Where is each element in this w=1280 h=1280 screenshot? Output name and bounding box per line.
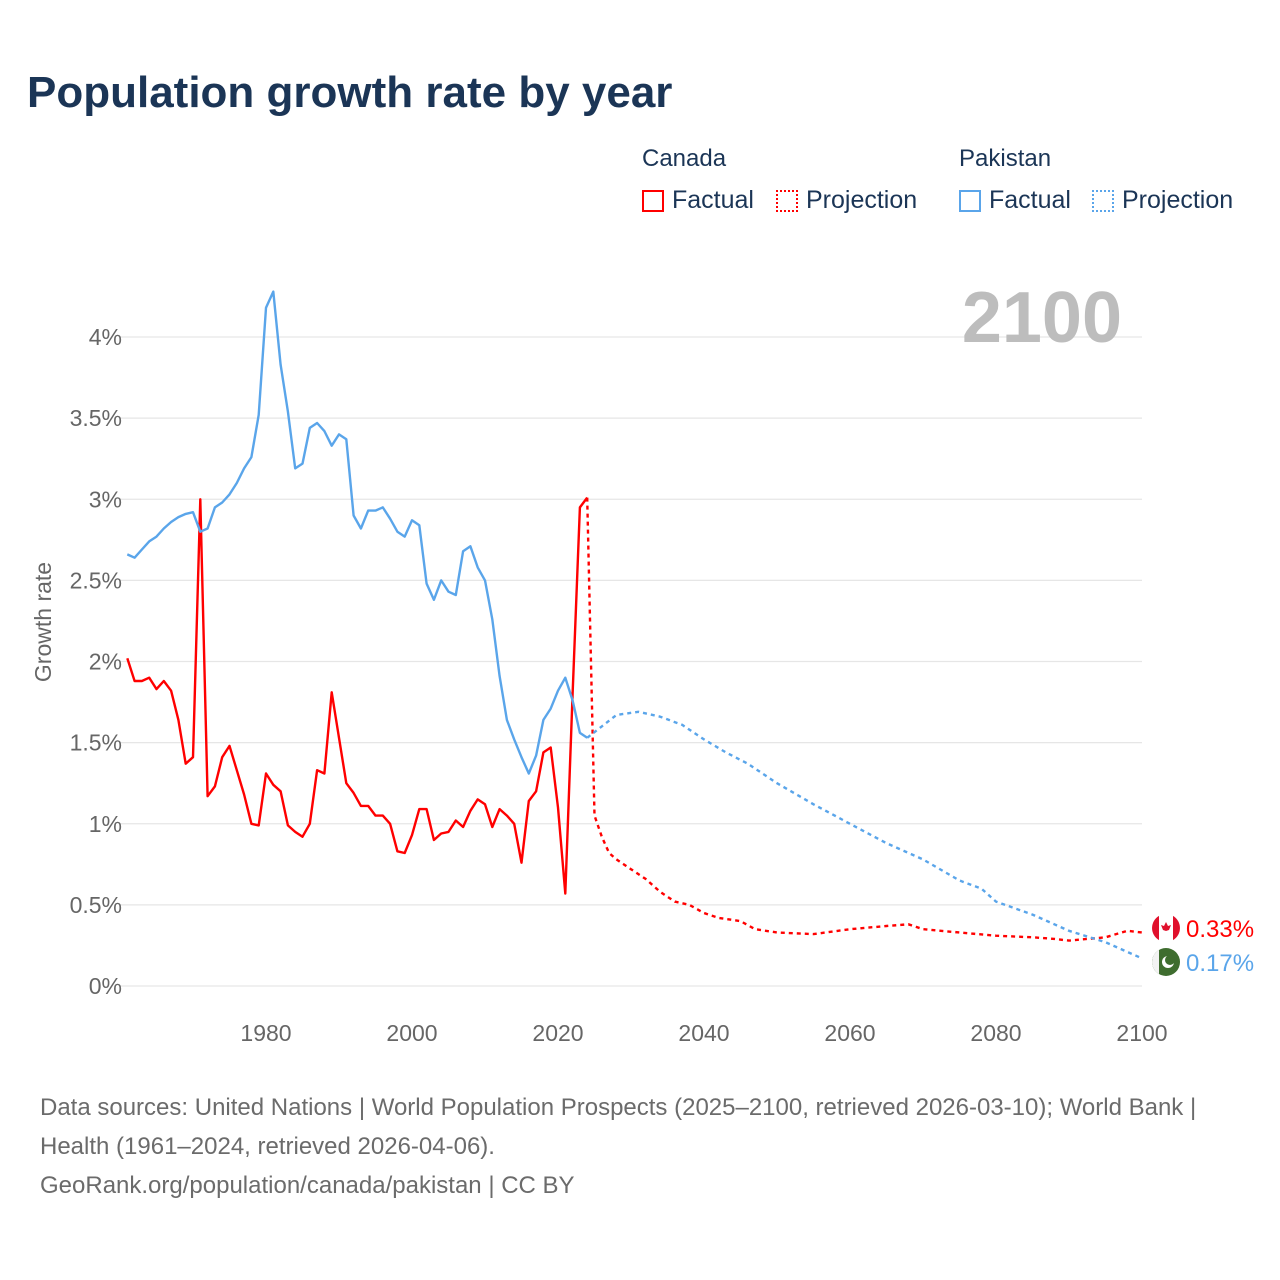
y-tick-label: 0% [89, 973, 122, 999]
credit-link[interactable]: GeoRank.org/population/canada/pakistan |… [40, 1172, 575, 1199]
line-chart: 0% 0.5% 1% 1.5% 2% 2.5% 3% 3.5% 4% 1980 2000 2020 20… [30, 278, 1254, 1046]
legend-swatch-dotted [1092, 189, 1114, 212]
y-axis-label: Growth rate [30, 562, 56, 682]
legend-canada-projection[interactable]: Projection [776, 186, 917, 215]
legend-label: Factual [989, 186, 1071, 214]
x-tick-label: 2080 [970, 1020, 1021, 1046]
pakistan-flag [1152, 948, 1180, 976]
legend-label: Factual [672, 186, 754, 214]
y-tick-label: 3% [89, 486, 122, 512]
canada-end-value: 0.33% [1186, 916, 1254, 943]
legend-swatch-dotted [776, 189, 798, 212]
chart-title: Population growth rate by year [27, 68, 673, 117]
legend-header-pakistan: Pakistan [959, 145, 1052, 172]
canada-flag [1152, 914, 1180, 942]
footer: Data sources: United Nations | World Pop… [40, 1088, 1240, 1205]
y-tick-label: 3.5% [70, 405, 122, 431]
x-tick-label: 2020 [532, 1020, 583, 1046]
legend-pakistan-projection[interactable]: Projection [1092, 186, 1233, 215]
x-tick-label: 2100 [1116, 1020, 1167, 1046]
y-tick-label: 4% [89, 324, 122, 350]
year-watermark: 2100 [962, 278, 1122, 358]
x-tick-label: 2000 [386, 1020, 437, 1046]
canada-projection-line [586, 497, 1143, 942]
x-tick-label: 2040 [678, 1020, 729, 1046]
pakistan-projection-line [586, 710, 1143, 960]
y-tick-label: 0.5% [70, 892, 122, 918]
legend-swatch-solid [959, 189, 981, 212]
legend-canada-factual[interactable]: Factual [642, 186, 754, 215]
y-tick-label: 2.5% [70, 567, 122, 593]
pakistan-end-value: 0.17% [1186, 950, 1254, 977]
legend-swatch-solid [642, 189, 664, 212]
y-tick-label: 2% [89, 649, 122, 675]
legend-label: Projection [806, 186, 918, 214]
pakistan-factual-line [126, 290, 588, 775]
y-tick-label: 1% [89, 811, 122, 837]
legend-label: Projection [1122, 186, 1234, 214]
y-tick-label: 1.5% [70, 730, 122, 756]
legend-header-canada: Canada [642, 145, 727, 172]
data-sources: Data sources: United Nations | World Pop… [40, 1094, 1197, 1160]
canada-factual-line [126, 496, 589, 895]
x-tick-label: 2060 [824, 1020, 875, 1046]
x-tick-label: 1980 [240, 1020, 291, 1046]
legend-pakistan-factual[interactable]: Factual [959, 186, 1071, 215]
